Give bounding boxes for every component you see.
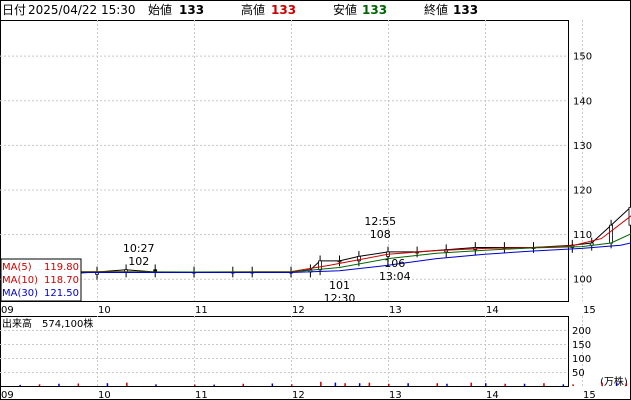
ma30-line [0, 242, 631, 274]
volume-bar [407, 383, 409, 386]
x-tick-label: 13 [389, 305, 402, 316]
candle-body [609, 224, 613, 244]
volume-bar [106, 383, 109, 386]
volume-bar [543, 383, 545, 386]
volume-bar [291, 384, 293, 386]
price-panel-frame [0, 20, 569, 302]
volume-bar [562, 384, 565, 386]
close-value: 133 [453, 3, 479, 17]
y-tick-label: 130 [573, 141, 592, 152]
volume-bar [358, 383, 361, 386]
volume-x-tick-label: 13 [389, 390, 402, 400]
volume-bar [344, 383, 346, 386]
volume-bar [77, 383, 80, 386]
close-label: 終値 [424, 3, 449, 17]
ma-legend-value: 118.70 [44, 275, 79, 286]
low-label: 安値 [333, 3, 358, 17]
volume-y-tick-label: 200 [572, 326, 591, 337]
ma-legend-value: 121.50 [44, 288, 79, 299]
candle-body [356, 255, 361, 262]
chart-header: 日付 2025/04/22 15:30 始値 133 高値 133 安値 133… [0, 0, 631, 20]
x-tick-label: 10 [98, 305, 111, 316]
volume-bar [58, 383, 60, 386]
volume-bar [615, 382, 618, 386]
annotation-time: 12:55 [364, 215, 396, 228]
volume-y-tick-label: 50 [572, 368, 585, 379]
annotation-value: 106 [384, 257, 405, 270]
ma-legend-label: MA(10) [2, 275, 38, 286]
y-tick-label: 140 [573, 96, 592, 107]
x-tick-label: 15 [583, 305, 596, 316]
ma10-line [0, 233, 631, 273]
volume-bar [504, 383, 506, 386]
volume-x-tick-label: 15 [583, 390, 596, 400]
volume-bar [38, 384, 41, 386]
candle-body [318, 260, 323, 271]
volume-bar [572, 384, 574, 386]
volume-bar [485, 383, 487, 386]
y-tick-label: 120 [573, 185, 592, 196]
volume-x-tick-label: 12 [292, 390, 305, 400]
open-label: 始値 [148, 3, 173, 17]
volume-bar [194, 384, 196, 386]
datetime-value: 2025/04/22 15:30 [28, 3, 136, 17]
volume-x-tick-label: 10 [98, 390, 111, 400]
volume-label-bg [1, 317, 100, 330]
volume-x-tick-label: 14 [486, 390, 499, 400]
volume-bar [625, 383, 628, 386]
volume-bar [388, 383, 390, 386]
volume-x-tick-label: 11 [195, 390, 208, 400]
x-tick-label: 11 [195, 305, 208, 316]
high-value: 133 [271, 3, 297, 17]
x-tick-label: 14 [486, 305, 499, 316]
x-tick-label: 09 [1, 305, 14, 316]
high-label: 高値 [241, 3, 266, 17]
volume-y-tick-label: 100 [572, 354, 591, 365]
volume-unit-label: (万株) [600, 375, 628, 388]
volume-bar [19, 384, 21, 386]
volume-bar [601, 382, 603, 386]
volume-bar [446, 383, 448, 386]
y-tick-label: 100 [573, 275, 592, 286]
annotation-time: 13:04 [379, 270, 411, 283]
ma-legend-box [0, 258, 82, 302]
low-value: 133 [362, 3, 388, 17]
annotation-value: 108 [370, 228, 391, 241]
y-tick-label: 150 [573, 52, 592, 63]
ma-legend-label: MA(5) [2, 262, 32, 273]
annotation-value: 102 [128, 255, 149, 268]
volume-bar [242, 383, 244, 386]
volume-bar [470, 382, 472, 386]
y-tick-label: 110 [573, 230, 592, 241]
annotation-value: 101 [329, 279, 350, 292]
volume-bar [523, 383, 526, 386]
date-label: 日付 [2, 3, 27, 17]
volume-x-tick-label: 09 [1, 390, 14, 400]
candle-body [337, 260, 342, 263]
volume-bar [436, 383, 438, 386]
x-tick-label: 12 [292, 305, 305, 316]
annotation-time: 12:30 [324, 292, 356, 305]
volume-bar [271, 383, 274, 386]
ma5-line [0, 215, 631, 273]
open-value: 133 [179, 3, 205, 17]
volume-bar [126, 382, 128, 386]
volume-bar [155, 384, 157, 386]
volume-bar [368, 382, 371, 386]
ma-legend-label: MA(30) [2, 288, 38, 299]
volume-label: 出来高 574,100株 [2, 317, 93, 330]
volume-bar [320, 381, 322, 386]
annotation-time: 10:27 [123, 242, 155, 255]
ma-legend-value: 119.80 [44, 262, 79, 273]
volume-y-tick-label: 150 [572, 340, 591, 351]
volume-bar [213, 384, 215, 386]
volume-bar [334, 382, 337, 386]
